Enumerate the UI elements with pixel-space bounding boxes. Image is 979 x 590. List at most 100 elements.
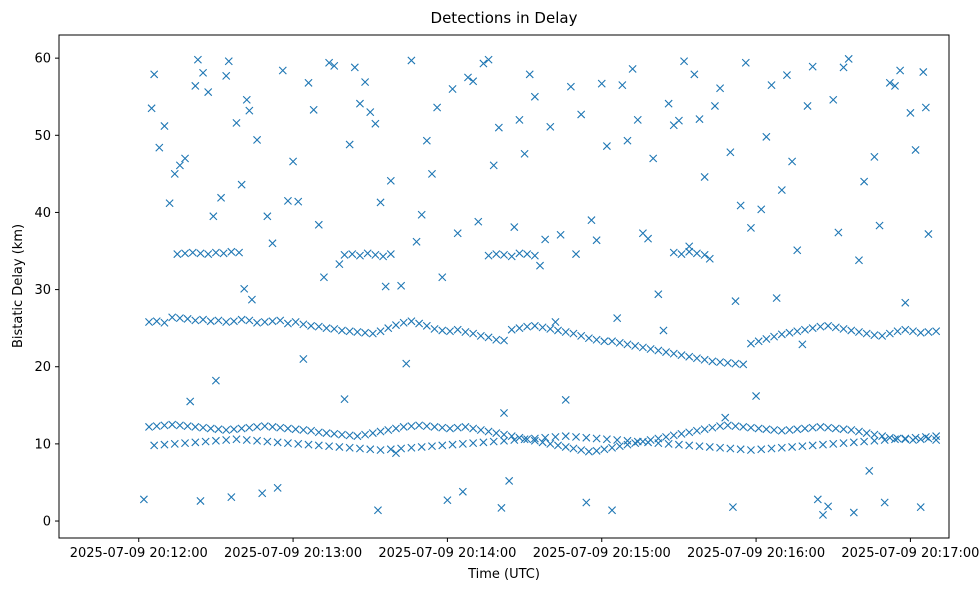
data-point-marker [893,434,902,443]
data-point-marker [705,254,714,263]
data-point-marker [839,439,848,448]
data-point-marker [849,508,858,517]
data-point-marker [361,328,370,337]
data-point-marker [530,436,539,445]
data-point-marker [438,273,447,282]
data-point-marker [623,440,632,449]
data-point-marker [839,63,848,72]
data-point-marker [554,441,563,450]
data-point-marker [461,422,470,431]
data-point-marker [615,338,624,347]
data-point-marker [325,58,334,67]
data-point-marker [870,331,879,340]
data-point-marker [422,321,431,330]
data-point-marker [168,420,177,429]
data-point-marker [289,157,298,166]
data-point-marker [211,436,220,445]
data-point-marker [469,424,478,433]
y-axis: 0 10 20 30 40 50 60 [34,52,59,530]
data-point-marker [283,319,292,328]
data-point-marker [669,431,678,440]
data-point-marker [170,169,179,178]
data-point-marker [716,358,725,367]
data-point-marker [847,326,856,335]
data-point-marker [731,297,740,306]
data-point-marker [227,493,236,502]
data-point-marker [366,108,375,117]
data-point-marker [554,326,563,335]
data-point-marker [741,58,750,67]
data-point-marker [896,66,905,75]
data-point-marker [273,438,282,447]
y-tick-label: 20 [34,360,51,375]
data-point-marker [569,444,578,453]
data-point-marker [664,99,673,108]
data-point-marker [181,154,190,163]
data-point-marker [489,161,498,170]
plot-area-frame [58,34,950,539]
data-point-marker [649,154,658,163]
data-point-marker [831,323,840,332]
data-point-marker [417,442,426,451]
data-point-marker [870,152,879,161]
data-point-marker [340,250,349,259]
x-tick-label: 2025-07-09 20:12:00 [70,546,208,561]
data-point-marker [263,212,272,221]
data-point-marker [582,433,591,442]
data-point-marker [232,118,241,127]
data-point-marker [507,432,516,441]
data-point-marker [355,99,364,108]
y-tick-label: 30 [34,283,51,298]
data-point-marker [890,435,899,444]
y-tick-label: 40 [34,206,51,221]
data-point-marker [633,437,642,446]
data-point-marker [746,223,755,232]
data-point-marker [818,510,827,519]
data-points [139,54,941,519]
data-point-marker [782,71,791,80]
data-point-marker [476,331,485,340]
data-point-marker [847,426,856,434]
data-point-marker [716,422,725,431]
data-point-marker [283,196,292,205]
data-point-marker [757,205,766,214]
data-point-marker [893,327,902,336]
data-point-marker [875,221,884,230]
data-point-marker [824,502,833,511]
data-point-marker [299,355,308,364]
data-point-marker [314,220,323,229]
data-point-marker [523,435,532,444]
data-point-marker [695,442,704,451]
data-point-marker [191,422,200,431]
data-point-marker [222,436,231,445]
data-point-marker [793,425,802,434]
data-point-marker [561,432,570,441]
y-tick-label: 50 [34,129,51,144]
data-point-marker [206,424,215,433]
data-point-marker [319,273,328,282]
data-point-marker [582,498,591,507]
data-point-marker [412,237,421,246]
data-point-marker [615,442,624,451]
data-point-marker [561,442,570,451]
data-point-marker [453,423,462,432]
data-point-marker [916,503,925,512]
data-point-marker [520,435,529,444]
data-point-marker [299,426,308,434]
data-point-marker [767,444,776,453]
data-point-marker [188,248,197,257]
data-point-marker [183,422,192,431]
data-point-marker [186,397,195,406]
data-point-marker [757,445,766,454]
data-point-marker [322,324,331,333]
data-point-marker [494,123,503,132]
data-point-marker [206,317,215,326]
data-point-marker [885,78,894,87]
data-point-marker [335,260,344,269]
data-point-marker [345,327,354,336]
data-point-marker [245,316,254,325]
data-point-marker [427,442,436,451]
data-point-marker [330,429,339,438]
data-point-marker [399,422,408,431]
data-point-marker [391,424,400,433]
